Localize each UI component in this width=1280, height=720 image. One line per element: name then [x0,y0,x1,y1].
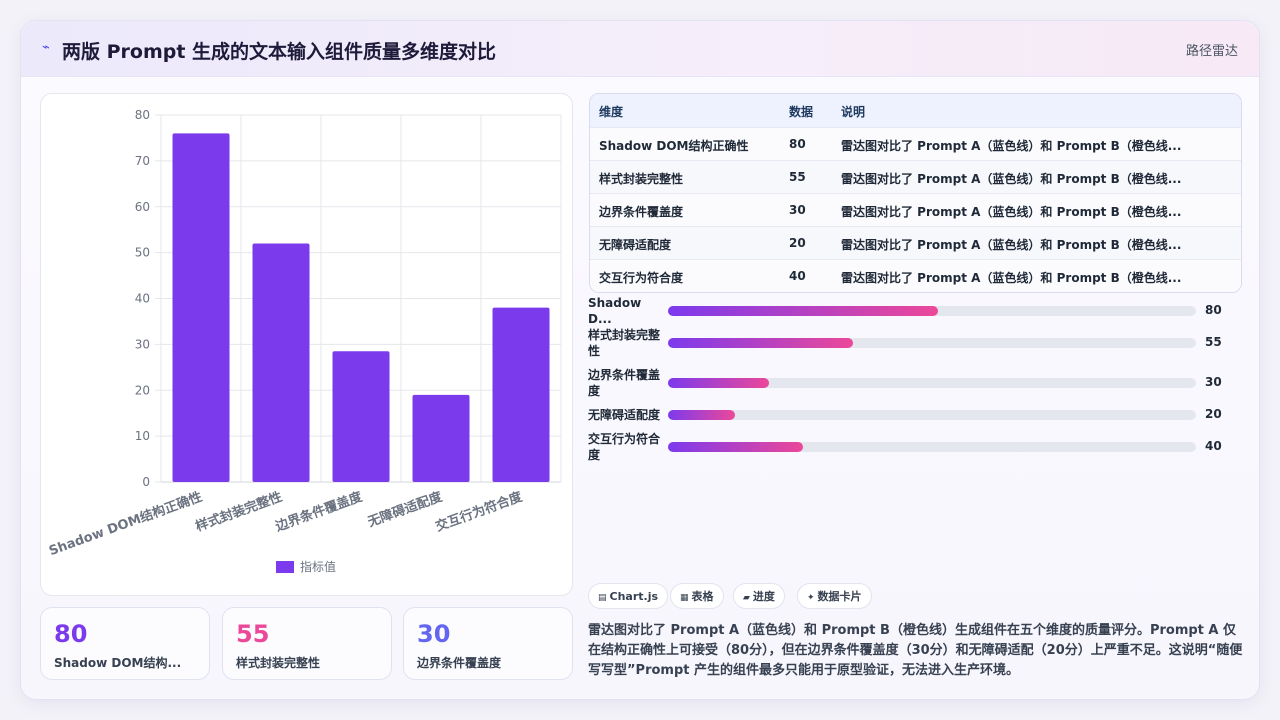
x-tick-label: 无障碍适配度 [365,488,446,530]
table-cell: 样式封装完整性 [599,172,684,186]
table-cell: 80 [789,137,806,151]
kpi-value: 55 [236,620,270,648]
bar [252,243,310,482]
x-tick-label: 交互行为符合度 [433,488,525,535]
tag: ▦ 表格 [670,583,724,609]
progress-track [668,338,1196,348]
summary: 雷达图对比了 Prompt A（蓝色线）和 Prompt B（橙色线）生成组件在… [588,623,1243,678]
x-tick-label: Shadow DOM结构正确性 [47,489,205,559]
progress-track [668,410,1196,420]
table-cell: 雷达图对比了 Prompt A（蓝色线）和 Prompt B（橙色线... [841,139,1182,153]
table-cell: 雷达图对比了 Prompt A（蓝色线）和 Prompt B（橙色线... [841,172,1182,186]
table-cell: 20 [789,236,806,250]
table-cell: 40 [789,269,806,283]
progress-value: 20 [1205,407,1222,421]
y-tick-label: 0 [142,475,150,489]
tag-label: 数据卡片 [817,590,862,603]
table-cell: 雷达图对比了 Prompt A（蓝色线）和 Prompt B（橙色线... [841,271,1182,285]
progress-value: 30 [1205,375,1222,389]
table-row: 样式封装完整性 55 雷达图对比了 Prompt A（蓝色线）和 Prompt B（… [590,160,1241,194]
table-cell: 30 [789,203,806,217]
table-cell: 交互行为符合度 [599,271,684,285]
table-row: 交互行为符合度 40 雷达图对比了 Prompt A（蓝色线）和 Prompt B（… [590,259,1241,292]
table: 维度 数据 说明 Shadow DOM结构正确性 80 雷达图对比了 Prompt A（蓝… [589,93,1242,293]
y-tick-label: 70 [135,154,150,168]
y-tick-label: 60 [135,200,150,214]
progress-value: 80 [1205,303,1222,317]
tag-icon: ✦ [807,593,815,603]
column-header: 说明 [841,105,866,119]
tag-label: 进度 [752,590,775,603]
kpi-value: 80 [54,620,88,648]
progress-fill [668,410,736,420]
progress-label: 样式封装完整性 [588,328,661,358]
legend-label: 指标值 [300,559,336,574]
table-cell: 55 [789,170,806,184]
tag-icon: ▦ [680,593,689,603]
title: 两版 Prompt 生成的文本输入组件质量多维度对比 [62,41,497,63]
badge: 路径雷达 [1185,44,1238,59]
progress-fill [668,338,854,348]
table-row: 无障碍适配度 20 雷达图对比了 Prompt A（蓝色线）和 Prompt B（橙… [590,226,1241,260]
table-cell: 无障碍适配度 [599,238,672,252]
kpi-label: 样式封装完整性 [236,656,321,670]
progress-fill [668,442,803,452]
tag-label: 表格 [691,590,714,603]
tag: ▤ Chart.js [588,583,669,609]
kpi-card: 55 样式封装完整性 [222,607,392,680]
header [21,21,1259,77]
progress-value: 40 [1205,439,1222,453]
progress-fill [668,306,938,316]
column-header: 维度 [599,105,624,119]
table-cell: Shadow DOM结构正确性 [599,139,749,153]
y-tick-label: 80 [135,108,150,122]
progress-label: 边界条件覆盖度 [588,368,661,398]
bar [172,133,230,482]
tag: ✦ 数据卡片 [797,583,872,609]
kpi-card: 30 边界条件覆盖度 [403,607,573,680]
progress-track [668,378,1196,388]
column-header: 数据 [789,105,814,119]
y-tick-label: 20 [135,383,150,397]
x-tick-label: 边界条件覆盖度 [272,488,365,535]
tag: ▰ 进度 [733,583,785,609]
y-tick-label: 10 [135,429,150,443]
bar [332,351,390,482]
progress-track [668,442,1196,452]
bar [412,394,470,482]
title-icon: ⌁ [42,40,50,55]
chart: 0 10 20 30 40 50 60 70 80 Shadow DOM结构正确性样式封装完整性边… [47,108,562,574]
kpi-label: 边界条件覆盖度 [417,656,502,670]
y-tick-label: 30 [135,337,150,351]
kpi-label: Shadow DOM结构... [54,656,182,670]
tag-label: Chart.js [609,590,659,603]
progress-label: 无障碍适配度 [588,408,661,422]
table-cell: 边界条件覆盖度 [599,205,684,219]
progress-label: 交互行为符合度 [588,432,661,462]
progress-track [668,306,1196,316]
y-tick-label: 40 [135,292,150,306]
table-cell: 雷达图对比了 Prompt A（蓝色线）和 Prompt B（橙色线... [841,205,1182,219]
table-header: 维度 数据 说明 [590,94,1241,127]
bar [492,307,550,482]
legend-swatch [276,561,294,573]
progress-value: 55 [1205,335,1222,349]
table-row: 边界条件覆盖度 30 雷达图对比了 Prompt A（蓝色线）和 Prompt B（… [590,193,1241,227]
kpi-card: 80 Shadow DOM结构... [40,607,210,680]
y-tick-label: 50 [135,246,150,260]
kpi-value: 30 [417,620,451,648]
progress-label: Shadow D... [588,296,642,326]
table-row: Shadow DOM结构正确性 80 雷达图对比了 Prompt A（蓝色线）和 P… [590,127,1241,161]
table-cell: 雷达图对比了 Prompt A（蓝色线）和 Prompt B（橙色线... [841,238,1182,252]
x-tick-label: 样式封装完整性 [193,489,284,535]
progress-fill [668,378,770,388]
tag-icon: ▤ [598,593,607,603]
tag-icon: ▰ [743,593,750,603]
